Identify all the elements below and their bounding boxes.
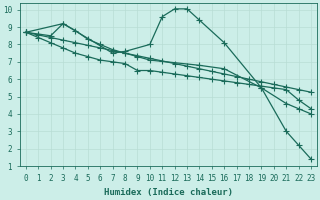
X-axis label: Humidex (Indice chaleur): Humidex (Indice chaleur) <box>104 188 233 197</box>
